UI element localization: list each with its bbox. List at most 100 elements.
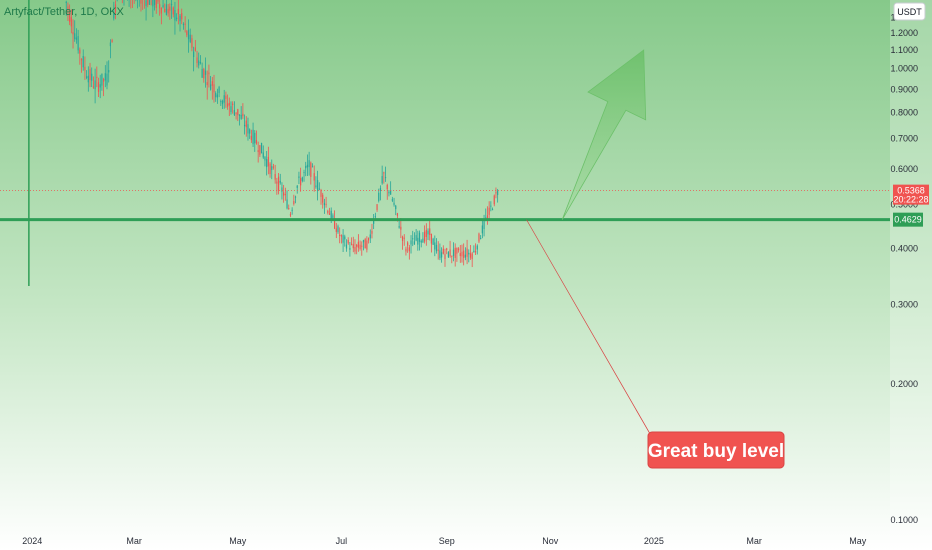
x-tick-label: 2024: [22, 536, 42, 546]
candle-body: [252, 129, 254, 145]
candle-body: [333, 218, 336, 229]
candle-body: [474, 251, 477, 253]
y-tick-label: 1.2000: [890, 28, 918, 38]
candle-body: [160, 8, 162, 14]
candle-body: [267, 156, 269, 167]
candle-body: [313, 173, 315, 181]
candle-body: [359, 244, 361, 250]
candle-body: [452, 249, 455, 256]
candle-body: [249, 129, 251, 134]
candle-body: [235, 112, 237, 115]
candle-body: [497, 190, 499, 196]
candle-body: [179, 15, 181, 22]
candle-body: [242, 113, 244, 117]
candle-body: [403, 237, 405, 239]
y-tick-label: 1.1000: [890, 45, 918, 55]
x-tick-label: 2025: [644, 536, 664, 546]
candle-body: [393, 202, 395, 205]
candle-body: [463, 250, 465, 258]
candle-body: [240, 114, 242, 119]
up-arrow-annotation[interactable]: [561, 49, 647, 220]
candle-body: [91, 73, 93, 81]
candle-body: [255, 140, 258, 144]
candle-body: [435, 244, 438, 252]
candle-body: [384, 177, 387, 179]
candle-body: [369, 234, 371, 239]
candle-body: [86, 76, 88, 78]
candle-body: [271, 166, 273, 170]
candle-body: [476, 245, 478, 250]
candle-body: [330, 210, 332, 220]
candle-body: [364, 239, 366, 249]
candle-body: [206, 82, 208, 86]
candle-body: [250, 135, 252, 141]
candle-body: [415, 235, 417, 241]
candle-body: [456, 247, 458, 254]
candle-body: [485, 217, 487, 219]
candle-body: [442, 248, 444, 254]
x-tick-label: May: [849, 536, 867, 546]
candle-body: [350, 243, 353, 245]
price-tag-countdown: 20:22:28: [893, 195, 928, 205]
price-tag-current: 0.5368 20:22:28: [893, 184, 929, 205]
candle-body: [111, 39, 113, 43]
candle-body: [203, 69, 205, 79]
candle-body: [357, 241, 359, 248]
candle-body: [220, 101, 222, 103]
candle-body: [417, 237, 419, 245]
candle-body: [362, 240, 365, 243]
candle-body: [186, 31, 188, 36]
candle-body: [371, 230, 373, 234]
currency-button[interactable]: USDT: [893, 2, 926, 21]
y-tick-label: 0.8000: [890, 107, 918, 117]
y-tick-label: 0.3000: [890, 300, 918, 310]
candle-body: [148, 0, 151, 5]
candle-body: [289, 214, 292, 216]
candle-body: [366, 240, 368, 250]
candle-body: [109, 42, 112, 47]
candle-body: [196, 57, 198, 64]
candle-body: [223, 95, 225, 103]
candle-body: [243, 124, 246, 127]
price-tag-value: 0.5368: [897, 186, 925, 196]
candle-body: [201, 68, 203, 78]
candle-body: [335, 228, 337, 232]
candle-body: [469, 253, 472, 258]
candle-body: [145, 0, 147, 7]
candle-body: [155, 0, 157, 8]
candle-body: [216, 94, 219, 98]
x-tick-label: Mar: [746, 536, 762, 546]
candle-body: [108, 70, 110, 73]
candle-body: [388, 191, 390, 194]
price-axis-panel: [890, 0, 932, 550]
candle-body: [367, 238, 370, 241]
candle-body: [104, 73, 106, 81]
candle-body: [466, 248, 468, 257]
candle-body: [378, 192, 380, 201]
candle-body: [490, 205, 492, 207]
candle-body: [425, 229, 427, 237]
candle-body: [447, 252, 449, 258]
candle-body: [279, 180, 281, 183]
candle-body: [317, 180, 319, 191]
candle-body: [493, 195, 495, 205]
candle-body: [468, 252, 470, 255]
candle-body: [75, 37, 78, 40]
x-tick-label: Sep: [439, 536, 455, 546]
x-tick-label: Mar: [126, 536, 142, 546]
candle-body: [420, 240, 422, 243]
candle-body: [454, 247, 456, 258]
candle-body: [114, 4, 117, 13]
time-axis[interactable]: 2024 Mar May Jul Sep Nov 2025 Mar May: [22, 536, 866, 546]
y-tick-label: 1.0000: [890, 64, 918, 74]
candle-body: [169, 6, 171, 11]
candle-body: [172, 7, 174, 15]
currency-label: USDT: [897, 7, 922, 17]
candle-body: [480, 238, 482, 240]
candle-body: [272, 166, 275, 168]
callout-box[interactable]: [647, 431, 785, 469]
x-tick-label: May: [229, 536, 247, 546]
candle-body: [96, 76, 98, 78]
candle-body: [225, 95, 227, 99]
